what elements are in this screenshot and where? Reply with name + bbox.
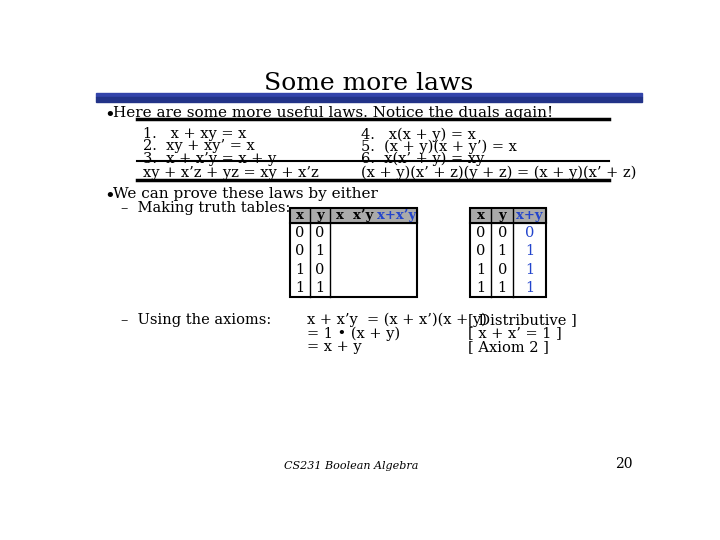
Text: = x + y: = x + y	[307, 340, 361, 354]
Text: [ Axiom 2 ]: [ Axiom 2 ]	[468, 340, 549, 354]
Bar	[290, 208, 417, 298]
Text: 0: 0	[315, 226, 325, 240]
Text: 0: 0	[476, 244, 485, 258]
Text: 1: 1	[315, 281, 325, 295]
Text: 3.  x + x’y = x + y: 3. x + x’y = x + y	[143, 152, 276, 166]
Text: 1: 1	[498, 281, 507, 295]
Text: xy + x’z + yz = xy + x’z: xy + x’z + yz = xy + x’z	[143, 166, 318, 180]
Text: •: •	[104, 106, 114, 124]
Text: 1: 1	[295, 281, 305, 295]
Text: 1: 1	[295, 262, 305, 276]
Text: x + x’y  = (x + x’)(x + y): x + x’y = (x + x’)(x + y)	[307, 313, 487, 327]
Text: 0: 0	[476, 226, 485, 240]
Text: [ Distributive ]: [ Distributive ]	[468, 313, 577, 327]
Text: 0: 0	[315, 262, 325, 276]
Text: CS231 Boolean Algebra: CS231 Boolean Algebra	[284, 461, 418, 471]
Text: y: y	[498, 209, 506, 222]
Text: x: x	[296, 209, 304, 222]
Text: –  Using the axioms:: – Using the axioms:	[121, 313, 271, 327]
Text: 1: 1	[525, 281, 534, 295]
Text: 1: 1	[498, 244, 507, 258]
Text: •: •	[104, 187, 114, 205]
Text: We can prove these laws by either: We can prove these laws by either	[113, 187, 378, 201]
Bar	[469, 208, 546, 224]
Text: 1: 1	[525, 244, 534, 258]
Text: y: y	[316, 209, 324, 222]
Bar	[96, 92, 642, 97]
Text: 1: 1	[476, 262, 485, 276]
Text: 1: 1	[525, 262, 534, 276]
Text: Here are some more useful laws. Notice the duals again!: Here are some more useful laws. Notice t…	[113, 106, 554, 120]
Text: 0: 0	[498, 226, 507, 240]
Text: 0: 0	[295, 244, 305, 258]
Text: 0: 0	[525, 226, 534, 240]
Text: x: x	[477, 209, 485, 222]
Text: 4.   x(x + y) = x: 4. x(x + y) = x	[361, 127, 476, 141]
Text: 1: 1	[476, 281, 485, 295]
Text: 0: 0	[498, 262, 507, 276]
Text: –  Making truth tables:: – Making truth tables:	[121, 201, 290, 215]
Text: x’y: x’y	[354, 209, 374, 222]
Text: [ x + x’ = 1 ]: [ x + x’ = 1 ]	[468, 327, 562, 341]
Text: 1: 1	[315, 244, 325, 258]
Text: = 1 • (x + y): = 1 • (x + y)	[307, 327, 400, 341]
Bar	[96, 97, 642, 102]
Text: 6.  x(x’ + y) = xy: 6. x(x’ + y) = xy	[361, 152, 485, 166]
Bar	[469, 208, 546, 298]
Text: x+y: x+y	[516, 209, 543, 222]
Text: 5.  (x + y)(x + y’) = x: 5. (x + y)(x + y’) = x	[361, 139, 517, 154]
Text: 2.  xy + xy’ = x: 2. xy + xy’ = x	[143, 139, 254, 153]
Text: Some more laws: Some more laws	[264, 72, 474, 96]
Text: x+x’y: x+x’y	[377, 209, 417, 222]
Text: 1.   x + xy = x: 1. x + xy = x	[143, 127, 246, 141]
Text: (x + y)(x’ + z)(y + z) = (x + y)(x’ + z): (x + y)(x’ + z)(y + z) = (x + y)(x’ + z)	[361, 166, 636, 180]
Text: x: x	[336, 209, 344, 222]
Text: 0: 0	[295, 226, 305, 240]
Bar	[290, 208, 417, 224]
Text: 20: 20	[615, 457, 632, 471]
